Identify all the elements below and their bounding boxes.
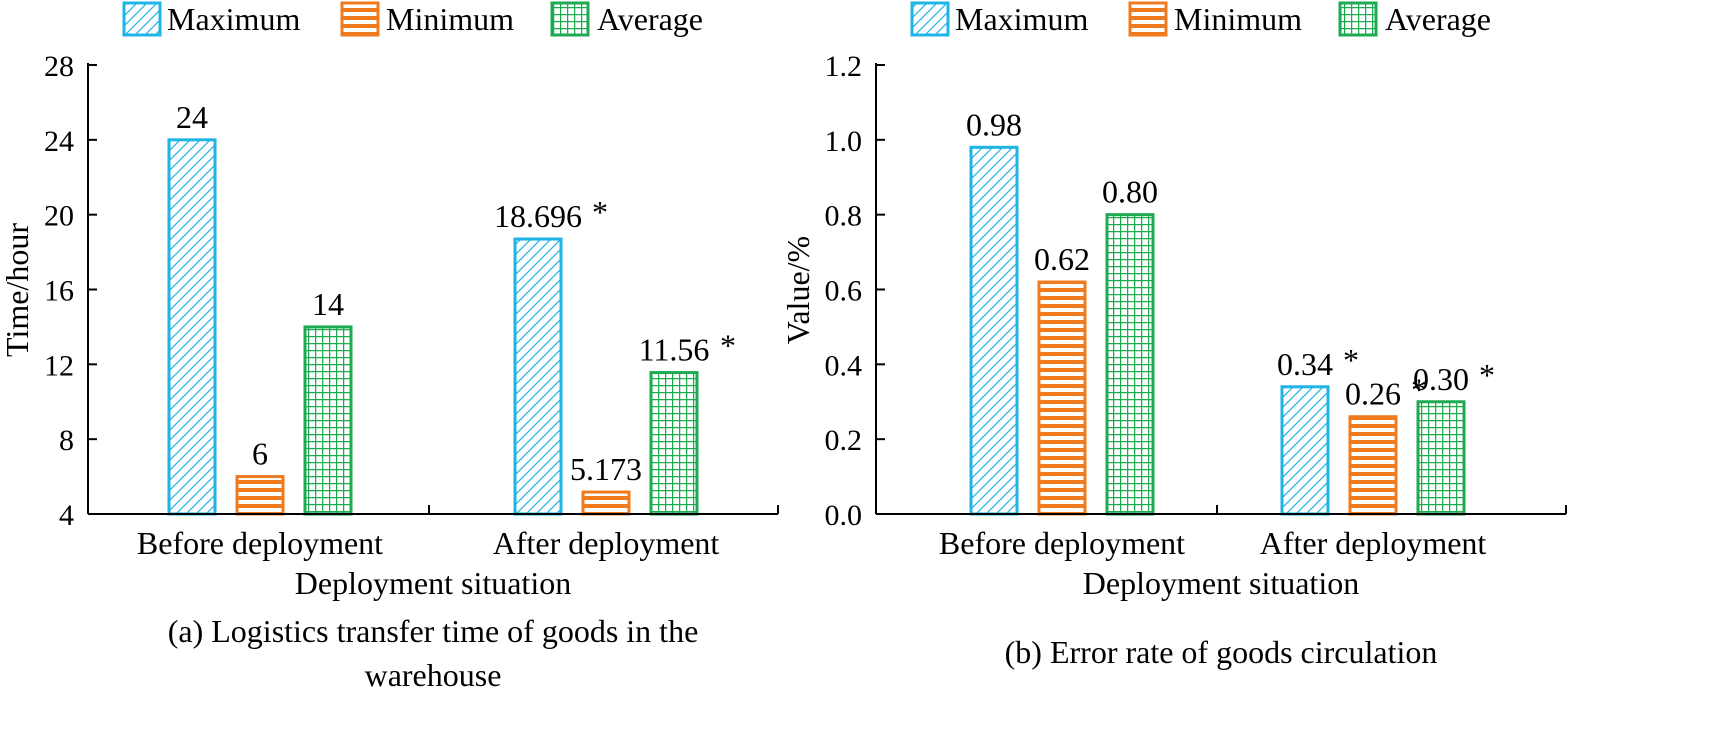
y-tick-label: 28 [44,50,74,83]
significance-star: * [1411,372,1427,408]
y-tick-label: 4 [59,499,74,532]
significance-star: * [720,328,736,364]
chart-caption: (a) Logistics transfer time of goods in … [168,613,699,649]
bar-maximum-before [969,145,1019,516]
y-tick-label: 0.2 [825,424,863,457]
y-tick-label: 16 [44,275,74,308]
y-axis-title: Time/hour [0,223,35,357]
bar-average-before [303,325,353,516]
y-tick-label: 0.4 [825,349,863,382]
bar-minimum-before [1037,280,1087,516]
legend-item-minimum: Minimum [1128,1,1302,37]
legend-swatch-minimum [340,1,380,37]
bar-minimum-after [581,490,631,516]
x-tick-label-before: Before deployment [137,525,383,561]
chart-caption: (b) Error rate of goods circulation [1005,634,1438,670]
chart-caption: warehouse [365,657,502,693]
data-label-maximum-before: 0.98 [966,106,1022,142]
data-label-average-after: 11.56 [639,332,710,368]
bar-average-after [1416,400,1466,516]
bar-average-before [1105,213,1155,516]
y-tick-label: 8 [59,424,74,457]
legend-swatch-minimum [1128,1,1168,37]
legend-label-maximum: Maximum [167,1,300,37]
y-tick-label: 1.2 [825,50,863,83]
data-label-maximum-after: 18.696 [494,198,582,234]
bar-maximum-after [1280,385,1330,516]
bar-maximum-before [167,138,217,516]
legend-item-average: Average [550,1,703,37]
data-label-maximum-before: 24 [176,99,208,135]
legend-label-average: Average [1385,1,1491,37]
y-tick-label: 20 [44,200,74,233]
legend-swatch-maximum [122,1,162,37]
legend-a: Maximum Minimum Average [122,1,703,37]
legend-item-maximum: Maximum [122,1,300,37]
bar-minimum-before [235,475,285,516]
x-axis-title: Deployment situation [295,565,571,601]
legend-item-minimum: Minimum [340,1,514,37]
significance-star: * [592,194,608,230]
y-tick-label: 1.0 [825,125,863,158]
x-tick-label-before: Before deployment [939,525,1185,561]
data-label-minimum-before: 6 [252,436,268,472]
y-tick-label: 24 [44,125,74,158]
legend-swatch-maximum [910,1,950,37]
legend-item-average: Average [1338,1,1491,37]
x-axis-title: Deployment situation [1083,565,1359,601]
significance-star: * [1343,342,1359,378]
y-tick-label: 0.8 [825,200,863,233]
legend-b: Maximum Minimum Average [910,1,1491,37]
data-label-minimum-before: 0.62 [1034,241,1090,277]
data-label-average-before: 14 [312,286,344,322]
data-label-maximum-after: 0.34 [1277,346,1333,382]
data-label-minimum-after: 5.173 [570,451,642,487]
x-tick-label-after: After deployment [1260,525,1487,561]
legend-swatch-average [550,1,590,37]
significance-star: * [1479,357,1495,393]
data-label-average-before: 0.80 [1102,174,1158,210]
chart-panel-a: 2461418.696*5.173*11.56*481216202428Befo… [0,50,779,693]
legend-label-maximum: Maximum [955,1,1088,37]
y-tick-label: 12 [44,349,74,382]
x-tick-label-after: After deployment [493,525,720,561]
y-axis-title: Value/% [780,236,816,344]
legend-label-minimum: Minimum [1174,1,1302,37]
y-tick-label: 0.0 [825,499,863,532]
legend-label-minimum: Minimum [386,1,514,37]
chart-panel-b: 0.980.620.800.34 *0.26 *0.30 *0.00.20.40.60… [780,50,1567,670]
data-label-minimum-after: 0.26 [1345,376,1401,412]
bar-minimum-after [1348,415,1398,516]
bar-maximum-after [513,237,563,516]
data-label-average-after: 0.30 [1413,361,1469,397]
bar-average-after [649,371,699,516]
legend-swatch-average [1338,1,1378,37]
y-tick-label: 0.6 [825,275,863,308]
legend-item-maximum: Maximum [910,1,1088,37]
legend-label-average: Average [597,1,703,37]
